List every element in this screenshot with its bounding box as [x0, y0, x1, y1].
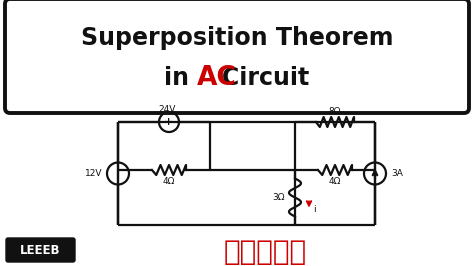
Text: LEEEB: LEEEB	[20, 243, 60, 256]
Text: AC: AC	[197, 65, 237, 91]
Text: বাংলা: বাংলা	[223, 238, 307, 266]
FancyBboxPatch shape	[6, 238, 75, 262]
Text: 12V: 12V	[84, 169, 102, 178]
Text: 4Ω: 4Ω	[329, 177, 341, 185]
Text: 3A: 3A	[391, 169, 403, 178]
Text: i: i	[313, 205, 316, 214]
Text: in    Circuit: in Circuit	[164, 66, 310, 90]
Text: 3Ω: 3Ω	[273, 193, 285, 202]
Text: +: +	[164, 117, 173, 127]
Text: 4Ω: 4Ω	[163, 177, 175, 185]
FancyBboxPatch shape	[5, 0, 469, 113]
Text: Superposition Theorem: Superposition Theorem	[81, 26, 393, 50]
Text: 24V: 24V	[158, 106, 176, 114]
Text: 8Ω: 8Ω	[329, 106, 341, 115]
